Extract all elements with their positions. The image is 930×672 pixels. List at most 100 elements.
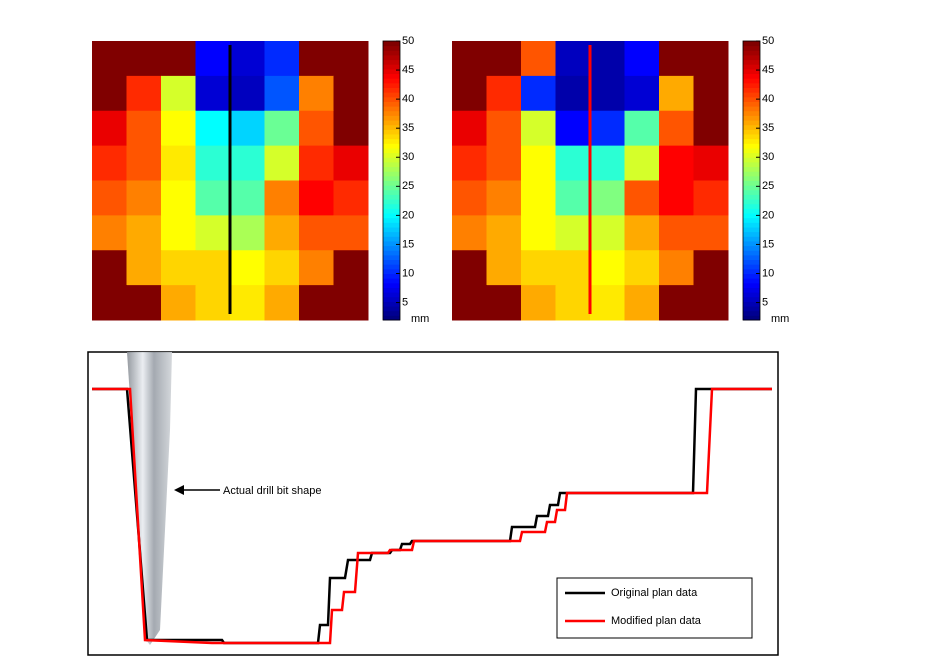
heat-cell bbox=[521, 145, 556, 181]
heat-cell bbox=[521, 75, 556, 112]
heat-cell bbox=[161, 75, 196, 112]
colorbar-band bbox=[383, 68, 400, 75]
colorbar-band bbox=[383, 268, 400, 274]
colorbar-unit: mm bbox=[411, 313, 429, 325]
colorbar-band bbox=[743, 64, 760, 70]
heat-cell bbox=[452, 41, 487, 77]
colorbar-band bbox=[383, 110, 400, 116]
heat-cell bbox=[659, 250, 694, 286]
colorbar-band bbox=[383, 50, 400, 56]
colorbar-band bbox=[383, 273, 400, 279]
heat-cell bbox=[230, 75, 265, 112]
heat-cell bbox=[590, 180, 625, 216]
colorbar-band bbox=[743, 310, 760, 316]
heat-cell bbox=[333, 250, 369, 286]
colorbar-band bbox=[743, 120, 760, 126]
colorbar-band bbox=[383, 296, 400, 302]
colorbar-band bbox=[743, 259, 760, 265]
heat-cell bbox=[264, 285, 300, 321]
colorbar-band bbox=[743, 254, 760, 261]
heat-cell bbox=[624, 110, 660, 147]
heat-cell bbox=[590, 75, 625, 112]
heat-cell bbox=[590, 285, 625, 321]
heat-cell bbox=[230, 180, 265, 216]
colorbar-band bbox=[743, 54, 760, 61]
colorbar-band bbox=[743, 161, 760, 168]
profile-line bbox=[92, 387, 772, 645]
heat-cell bbox=[126, 110, 162, 147]
colorbar-band bbox=[743, 82, 760, 88]
colorbar-band bbox=[743, 208, 760, 214]
colorbar-band bbox=[383, 115, 400, 121]
colorbar-band bbox=[743, 315, 760, 321]
colorbar-band bbox=[743, 199, 760, 205]
heat-cell bbox=[693, 110, 729, 147]
heat-cell bbox=[486, 41, 522, 77]
colorbar-band bbox=[383, 236, 400, 242]
colorbar-band bbox=[383, 54, 400, 61]
heat-cell bbox=[230, 110, 265, 147]
colorbar-band bbox=[383, 171, 400, 177]
colorbar-band bbox=[743, 245, 760, 251]
colorbar-band bbox=[383, 161, 400, 168]
heat-cell bbox=[230, 41, 265, 77]
colorbar-tick-label: 35 bbox=[402, 122, 414, 134]
colorbar-band bbox=[383, 152, 400, 158]
colorbar-band bbox=[383, 259, 400, 265]
heat-cell bbox=[521, 215, 556, 251]
heat-cell bbox=[693, 250, 729, 286]
colorbar-band bbox=[383, 264, 400, 270]
heat-cell bbox=[126, 250, 162, 286]
colorbar-band bbox=[743, 189, 760, 195]
colorbar-band bbox=[383, 129, 400, 135]
colorbar-band bbox=[383, 199, 400, 205]
heat-cell bbox=[624, 75, 660, 112]
heat-cell bbox=[195, 250, 231, 286]
heat-cell bbox=[452, 285, 487, 321]
colorbar-tick-label: 35 bbox=[762, 122, 774, 134]
colorbar-band bbox=[743, 213, 760, 219]
heat-cell bbox=[452, 75, 487, 112]
heat-cell bbox=[264, 110, 300, 147]
heat-cell bbox=[333, 215, 369, 251]
heat-cell bbox=[452, 180, 487, 216]
colorbar-band bbox=[743, 87, 760, 93]
heat-cell bbox=[299, 215, 334, 251]
heat-cell bbox=[161, 285, 196, 321]
heat-cell bbox=[333, 110, 369, 147]
drill-bit bbox=[127, 352, 172, 645]
colorbar-band bbox=[743, 203, 760, 209]
heat-cell bbox=[92, 285, 127, 321]
colorbar-tick-label: 5 bbox=[762, 296, 768, 308]
colorbar-band bbox=[743, 124, 760, 130]
legend-label: Modified plan data bbox=[611, 615, 702, 627]
heat-cell bbox=[230, 215, 265, 251]
colorbar-tick-label: 20 bbox=[762, 209, 774, 221]
heat-cell bbox=[92, 215, 127, 251]
colorbar-band bbox=[383, 147, 400, 154]
heat-cell bbox=[693, 285, 729, 321]
heat-cell bbox=[264, 180, 300, 216]
colorbar-band bbox=[383, 157, 400, 163]
colorbar-band bbox=[383, 64, 400, 70]
colorbar-band bbox=[383, 82, 400, 88]
heat-cell bbox=[590, 145, 625, 181]
heat-cell bbox=[624, 145, 660, 181]
heat-cell bbox=[693, 41, 729, 77]
colorbar-band bbox=[743, 78, 760, 84]
heat-cell bbox=[195, 41, 231, 77]
colorbar-tick-label: 10 bbox=[402, 267, 414, 279]
colorbar-tick-label: 25 bbox=[762, 180, 774, 192]
heat-cell bbox=[659, 180, 694, 216]
heat-cell bbox=[264, 41, 300, 77]
colorbar-band bbox=[383, 231, 400, 237]
colorbar-band bbox=[383, 250, 400, 256]
colorbar-band bbox=[383, 175, 400, 181]
colorbar-band bbox=[743, 222, 760, 228]
colorbar-band bbox=[383, 208, 400, 214]
colorbar-band bbox=[383, 282, 400, 288]
colorbar-band bbox=[743, 147, 760, 154]
colorbar-band bbox=[743, 101, 760, 107]
colorbar-band bbox=[383, 245, 400, 251]
heat-cell bbox=[92, 145, 127, 181]
